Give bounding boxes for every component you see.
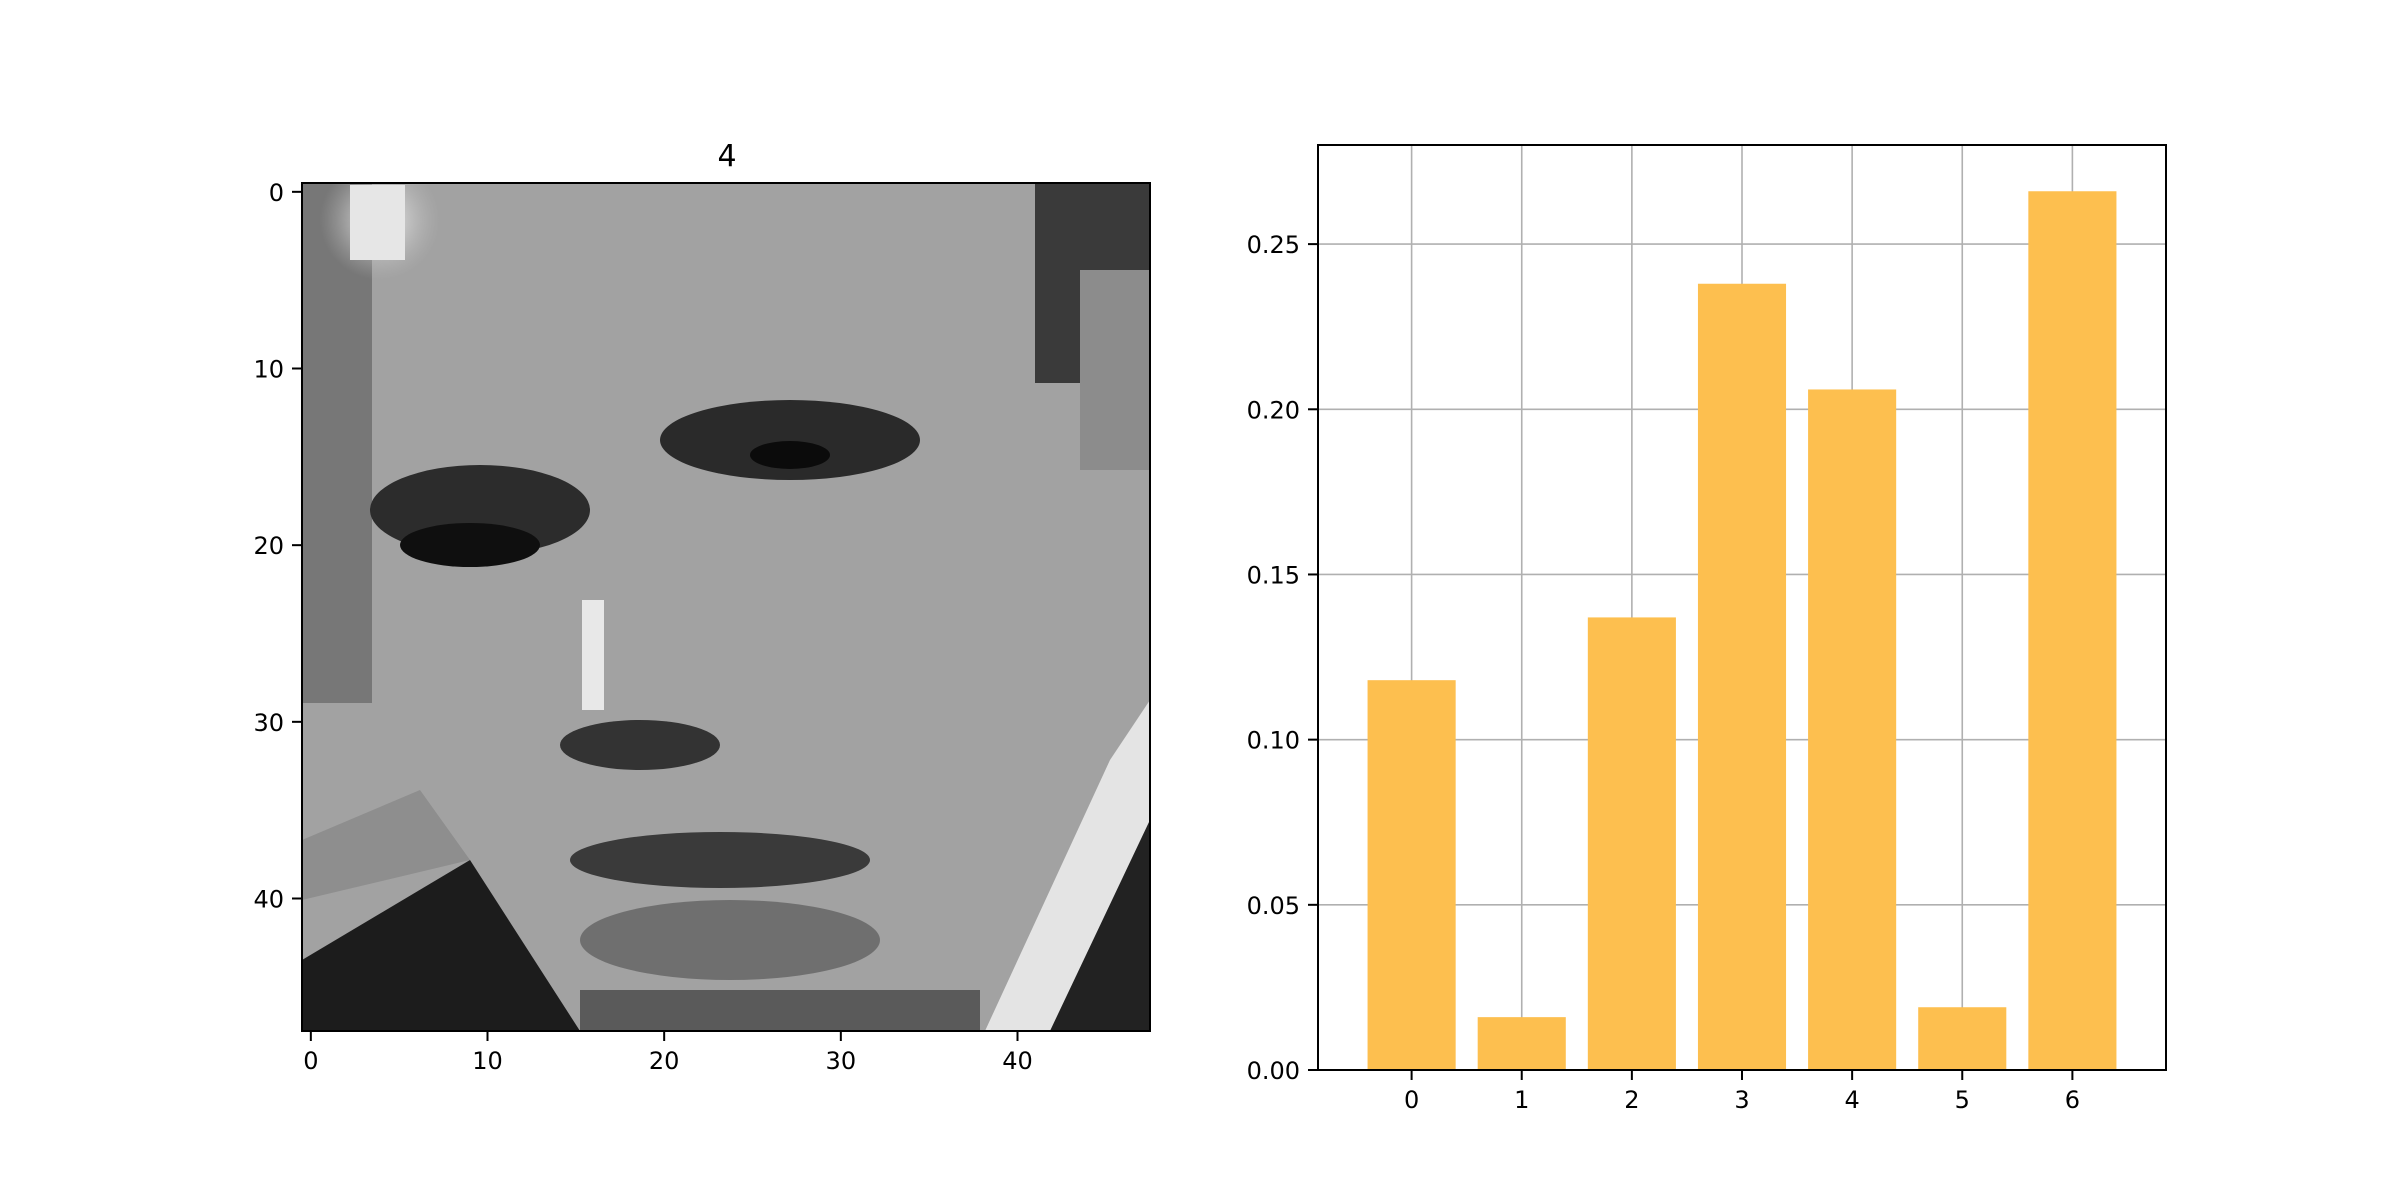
image-x-tick-label: 0 bbox=[303, 1047, 318, 1075]
y-tick-label: 0.25 bbox=[1247, 231, 1300, 259]
y-tick-label: 0.15 bbox=[1247, 561, 1300, 589]
bar-0 bbox=[1367, 680, 1456, 1070]
face-image bbox=[302, 183, 1150, 1031]
image-panel: 4 bbox=[253, 139, 1151, 1075]
image-x-tick-label: 40 bbox=[1002, 1047, 1033, 1075]
y-tick-label: 0.20 bbox=[1247, 396, 1300, 424]
x-tick-label: 4 bbox=[1844, 1086, 1859, 1114]
image-x-tick-label: 10 bbox=[472, 1047, 503, 1075]
x-tick-label: 1 bbox=[1514, 1086, 1529, 1114]
bar-chart: 0 1 2 3 4 5 6 0.00 0.05 0.10 0.15 0.20 0.25 bbox=[1247, 144, 2167, 1114]
bar-6 bbox=[2028, 191, 2117, 1070]
bar-2 bbox=[1587, 617, 1676, 1070]
image-y-tick-label: 20 bbox=[253, 532, 284, 560]
bars bbox=[1367, 191, 2117, 1070]
y-tick-label: 0.05 bbox=[1247, 892, 1300, 920]
bar-4 bbox=[1808, 389, 1897, 1070]
image-y-tick-label: 30 bbox=[253, 709, 284, 737]
bar-y-axis: 0.00 0.05 0.10 0.15 0.20 0.25 bbox=[1247, 231, 1318, 1085]
x-tick-label: 5 bbox=[1955, 1086, 1970, 1114]
image-y-tick-label: 40 bbox=[253, 886, 284, 914]
bar-x-axis: 0 1 2 3 4 5 6 bbox=[1404, 1070, 2080, 1114]
image-y-tick-label: 0 bbox=[269, 179, 284, 207]
image-y-tick-label: 10 bbox=[253, 356, 284, 384]
y-tick-label: 0.10 bbox=[1247, 727, 1300, 755]
image-x-axis: 0 10 20 30 40 bbox=[303, 1031, 1033, 1075]
x-tick-label: 2 bbox=[1624, 1086, 1639, 1114]
image-x-tick-label: 30 bbox=[826, 1047, 857, 1075]
bar-1 bbox=[1477, 1017, 1566, 1070]
bar-3 bbox=[1697, 283, 1787, 1070]
x-tick-label: 0 bbox=[1404, 1086, 1419, 1114]
image-x-tick-label: 20 bbox=[649, 1047, 680, 1075]
x-tick-label: 3 bbox=[1734, 1086, 1749, 1114]
x-tick-label: 6 bbox=[2065, 1086, 2080, 1114]
image-frame bbox=[301, 182, 1151, 1032]
bar-5 bbox=[1918, 1007, 2007, 1070]
y-tick-label: 0.00 bbox=[1247, 1057, 1300, 1085]
image-title: 4 bbox=[717, 139, 736, 174]
image-y-axis: 0 10 20 30 40 bbox=[253, 179, 302, 914]
